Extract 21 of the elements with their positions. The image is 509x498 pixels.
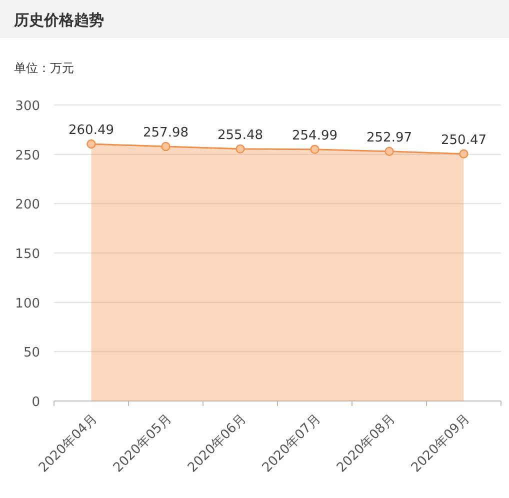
y-tick-label: 0 [32,395,40,410]
data-label: 252.97 [366,130,412,146]
data-label: 255.48 [218,128,263,143]
y-tick-label: 50 [23,346,40,361]
point [86,139,96,149]
data-label: 254.99 [292,128,338,144]
point [384,146,394,156]
y-tick-label: 100 [15,296,40,312]
chart-subtitle: 单位：万元 [14,61,74,75]
data-label: 260.49 [68,122,114,138]
point [236,144,245,154]
point [459,149,468,158]
y-tick-label: 200 [15,198,40,213]
y-tick-label: 300 [15,99,40,114]
chart-title: 历史价格趋势 [13,11,104,29]
data-label: 257.98 [143,125,188,140]
y-tick-label: 150 [15,247,40,262]
y-tick-label: 250 [15,148,40,164]
point [161,142,170,152]
point [310,144,320,154]
data-label: 250.47 [441,132,486,148]
